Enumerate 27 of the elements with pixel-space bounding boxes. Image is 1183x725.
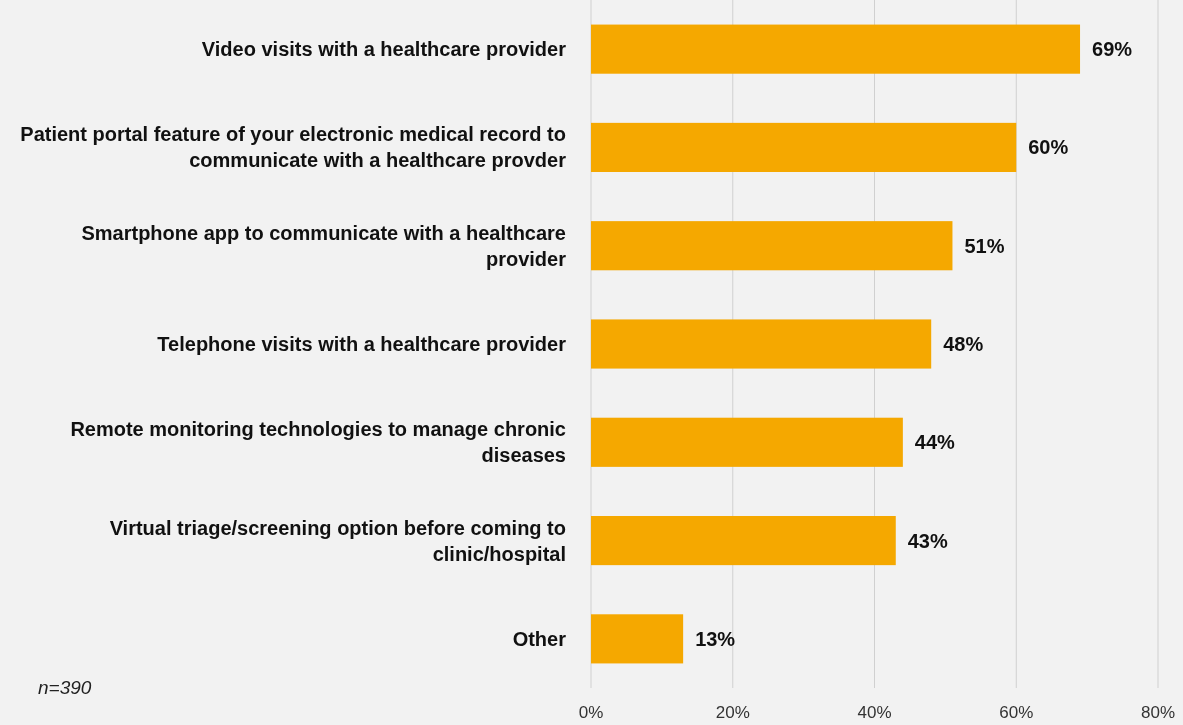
bar	[591, 516, 896, 566]
bar	[591, 417, 903, 467]
text: n=390	[38, 677, 92, 698]
x-tick-label: 40%	[857, 703, 892, 722]
data-label: 60%	[1028, 136, 1069, 159]
bar	[591, 221, 953, 271]
x-tick-label: 80%	[1140, 703, 1176, 722]
data-label: 44%	[914, 431, 956, 454]
data-label: 43%	[907, 529, 949, 552]
y-tick-label: Patient portal feature of your electronic medical record to communicate with a healthcare provder	[20, 123, 567, 172]
y-tick-label: Remote monitoring technologies to manage chronic diseases	[70, 418, 566, 467]
bar	[591, 614, 684, 664]
x-tick-label: 20%	[715, 703, 750, 722]
data-label: 13%	[695, 627, 736, 650]
y-tick-label: Video visits with a healthcare provider	[201, 38, 567, 61]
data-label: 48%	[943, 333, 984, 355]
bar	[591, 24, 1081, 74]
x-tick-label: 60%	[999, 703, 1034, 722]
bar	[591, 319, 932, 369]
bar	[591, 122, 1017, 172]
data-label: 69%	[1092, 38, 1133, 61]
y-tick-label: Virtual triage/screening option before coming to clinic/hospital	[109, 516, 566, 565]
y-tick-label: Other	[512, 627, 567, 650]
x-tick-label: 0%	[578, 703, 604, 722]
data-label: 51%	[964, 234, 1005, 257]
y-tick-label: Smartphone app to communicate with a healthcare provider	[81, 221, 567, 270]
y-tick-label: Telephone visits with a healthcare provider	[157, 333, 567, 355]
